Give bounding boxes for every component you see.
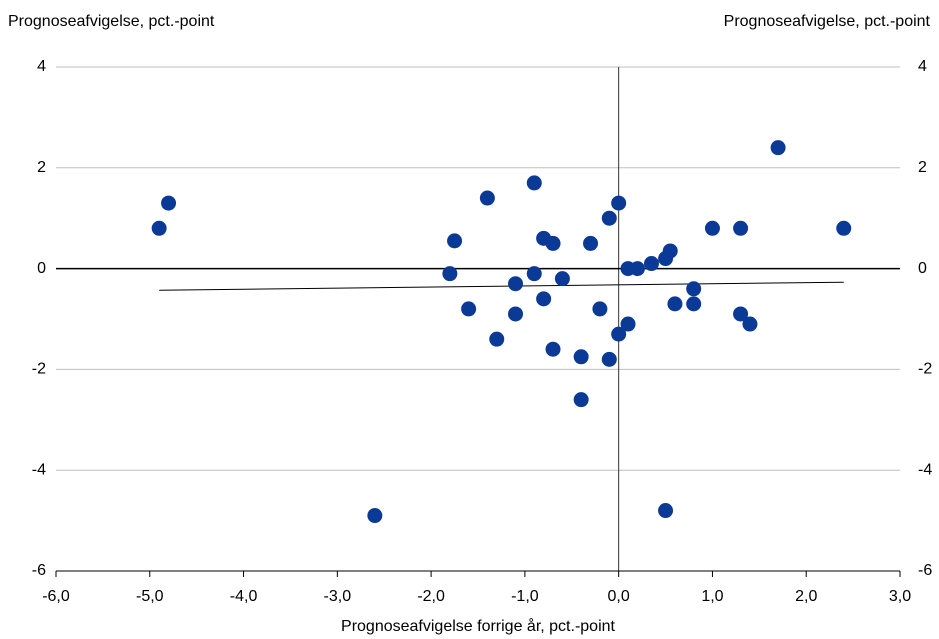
y-tick-label: -2 <box>32 361 46 378</box>
x-tick-label: -6,0 <box>42 588 70 605</box>
point <box>554 271 570 287</box>
point <box>620 316 636 332</box>
y-tick-label: 4 <box>37 58 46 75</box>
point <box>704 220 720 236</box>
point <box>629 261 645 277</box>
y2-tick-label: 2 <box>918 159 927 176</box>
y2-axis-title: Prognoseafvigelse, pct.-point <box>724 13 931 30</box>
point <box>545 235 561 251</box>
x-tick-label: -4,0 <box>230 588 258 605</box>
x-tick-label: 2,0 <box>795 588 817 605</box>
point <box>573 349 589 365</box>
point <box>742 316 758 332</box>
x-tick-label: 0,0 <box>608 588 630 605</box>
x-tick-label: -5,0 <box>136 588 164 605</box>
point <box>461 301 477 317</box>
point <box>601 210 617 226</box>
y2-tick-label: 4 <box>918 58 927 75</box>
point <box>442 266 458 282</box>
point <box>526 175 542 191</box>
y-axis-title: Prognoseafvigelse, pct.-point <box>8 13 215 30</box>
point <box>526 266 542 282</box>
x-tick-label: -1,0 <box>511 588 539 605</box>
x-tick-label: -3,0 <box>324 588 352 605</box>
y-tick-label: -4 <box>32 461 46 478</box>
point <box>545 341 561 357</box>
y-tick-label: -6 <box>32 562 46 579</box>
x-tick-label: 1,0 <box>701 588 723 605</box>
point <box>447 233 463 249</box>
point <box>508 276 524 292</box>
y-tick-label: 2 <box>37 159 46 176</box>
point <box>611 326 627 342</box>
point <box>770 140 786 156</box>
point <box>151 220 167 236</box>
point <box>836 220 852 236</box>
y2-tick-label: -6 <box>918 562 932 579</box>
trend-line <box>159 281 844 291</box>
x-tick-label: -2,0 <box>417 588 445 605</box>
point <box>508 306 524 322</box>
point <box>573 392 589 408</box>
point <box>733 306 749 322</box>
x-axis-title: Prognoseafvigelse forrige år, pct.-point <box>341 617 615 635</box>
point <box>686 281 702 297</box>
point <box>667 296 683 312</box>
point <box>592 301 608 317</box>
y2-tick-label: -2 <box>918 361 932 378</box>
x-tick-label: 3,0 <box>889 588 911 605</box>
y2-tick-label: -4 <box>918 461 932 478</box>
point <box>658 503 674 519</box>
point <box>583 235 599 251</box>
point <box>601 351 617 367</box>
y2-tick-label: 0 <box>918 260 927 277</box>
point <box>733 220 749 236</box>
y-tick-label: 0 <box>37 260 46 277</box>
point <box>161 195 177 211</box>
point <box>367 508 383 524</box>
point <box>479 190 495 206</box>
point <box>611 195 627 211</box>
point <box>643 256 659 272</box>
point <box>662 243 678 259</box>
point <box>686 296 702 312</box>
point <box>536 291 552 307</box>
point <box>489 331 505 347</box>
